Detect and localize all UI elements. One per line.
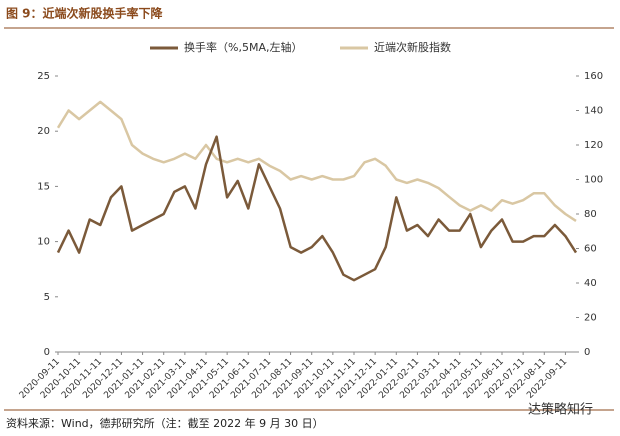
y-tick-label: 10	[37, 237, 50, 248]
series-line	[56, 100, 577, 222]
legend-label: 换手率（%,5MA,左轴）	[184, 40, 302, 54]
chart-title: 图 9：近端次新股换手率下降	[6, 6, 164, 21]
y-tick-label: 15	[37, 181, 50, 192]
y-tick-label: 25	[37, 71, 50, 82]
y2-tick-label: 60	[584, 244, 597, 255]
y2-tick-label: 0	[584, 347, 590, 358]
y-tick-label: 0	[44, 347, 50, 358]
y2-tick-label: 80	[584, 209, 597, 220]
y-tick-label: 20	[37, 126, 50, 137]
legend-label: 近端次新股指数	[374, 40, 451, 54]
y2-tick-label: 120	[584, 140, 603, 151]
series-line	[56, 135, 578, 282]
y2-tick-label: 100	[584, 175, 603, 186]
y2-tick-label: 20	[584, 313, 597, 324]
y2-tick-label: 40	[584, 278, 597, 289]
y2-tick-label: 140	[584, 106, 603, 117]
watermark: 达策略知行	[528, 402, 593, 418]
source: 资料来源：Wind，德邦研究所（注：截至 2022 年 9 月 30 日）	[6, 416, 324, 430]
y2-tick-label: 160	[584, 71, 603, 82]
y-tick-label: 5	[44, 292, 50, 303]
